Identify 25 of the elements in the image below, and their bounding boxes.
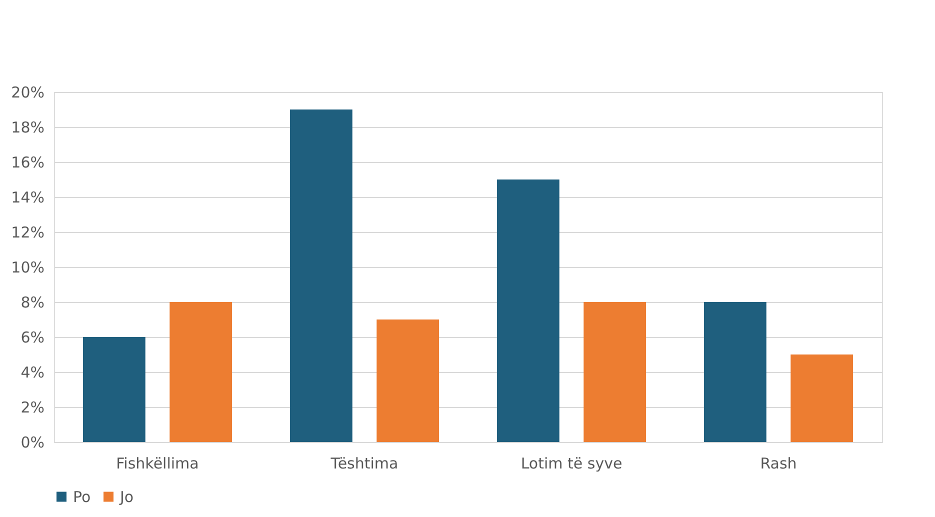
y-tick-label: 20% [11, 84, 44, 102]
y-tick-label: 14% [11, 188, 44, 206]
bar [790, 354, 854, 442]
y-tick-label: 16% [11, 154, 44, 172]
bar [584, 302, 646, 442]
x-tick-label: Fishkëllima [116, 454, 199, 472]
x-tick-label: Lotim të syve [520, 454, 622, 472]
y-tick-label: 2% [20, 398, 44, 416]
y-tick-label: 4% [20, 364, 44, 382]
bar [170, 302, 232, 442]
legend-label: Jo [119, 488, 134, 506]
bar [376, 320, 440, 442]
x-tick-label: Rash [760, 454, 797, 472]
y-tick-label: 12% [11, 224, 44, 242]
bar [496, 180, 560, 442]
legend-label: Po [73, 488, 91, 506]
x-tick-label: Tështima [330, 454, 398, 472]
bar [704, 302, 766, 442]
y-tick-label: 6% [20, 328, 44, 346]
bar [82, 337, 146, 442]
y-tick-label: 18% [11, 118, 44, 136]
bar [290, 110, 352, 442]
y-tick-label: 8% [20, 294, 44, 312]
y-tick-label: 0% [20, 434, 44, 452]
y-tick-label: 10% [11, 258, 44, 276]
